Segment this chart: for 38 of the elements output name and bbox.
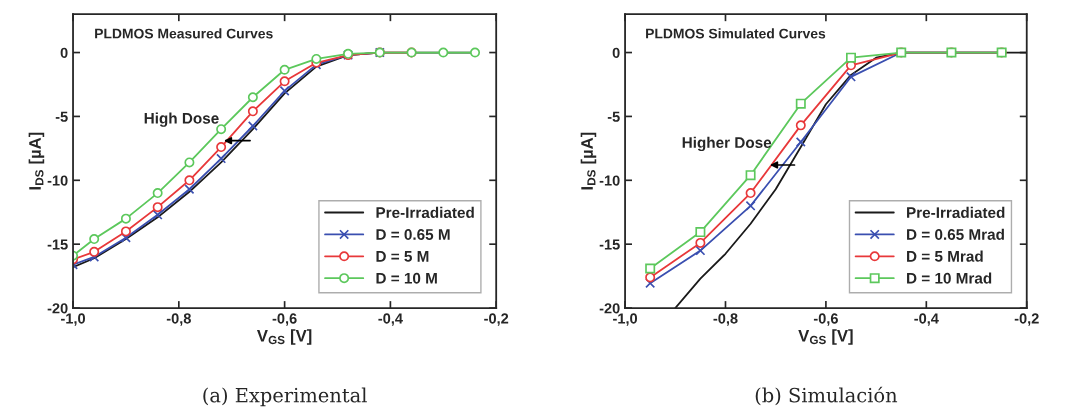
legend-label: D = 5 Mrad [907,250,983,262]
text: PLDMOS Measured Curves [95,28,273,39]
x-tick-label: -0,2 [1014,313,1039,326]
x-tick-label: -0,8 [713,313,738,326]
x-axis-title: V$_{GS}$ [V] [798,329,853,345]
y-tick-label: -20 [47,303,68,314]
annotation: High Dose [144,112,219,127]
y-tick-label: -15 [47,239,68,250]
legend-label: D = 0.65 M [376,229,450,240]
y-axis-title: I$_{DS}$ [µA] [28,132,45,190]
x-tick-label: -0,6 [813,313,838,326]
legend-label: Pre-Irradiated [376,206,474,219]
text: (a) Experimental [203,387,367,407]
legend-label: D = 10 M [376,272,437,284]
annotation: Higher Dose [682,136,772,152]
x-tick-label: -0,2 [484,313,509,326]
y-tick-label: -5 [55,111,68,122]
x-tick-label: -0,8 [166,313,191,326]
legend-label: D = 0.65 Mrad [907,228,1004,240]
y-tick-label: -10 [599,175,620,186]
y-tick-label: -20 [599,303,620,314]
y-tick-label: 0 [60,47,68,58]
x-axis-title: V$_{GS}$ [V] [256,329,312,345]
x-tick-label: -0,4 [914,313,939,326]
legend-label: D = 10 Mrad [907,272,992,284]
x-tick-label: -0,4 [378,313,403,326]
y-tick-label: -15 [599,239,620,250]
text: (b) Simulación [755,386,898,406]
y-axis-title: I$_{DS}$ [µA] [580,132,597,190]
x-tick-label: -1,0 [61,313,85,326]
x-tick-label: -1,0 [613,313,638,326]
x-tick-label: -0,6 [272,313,297,326]
legend-label: Pre-Irradiated [907,206,1005,219]
legend-label: D = 5 M [376,251,429,262]
text: PLDMOS Simulated Curves [646,28,826,39]
y-tick-label: 0 [612,47,620,58]
y-tick-label: -10 [47,175,68,186]
y-tick-label: -5 [607,111,620,122]
